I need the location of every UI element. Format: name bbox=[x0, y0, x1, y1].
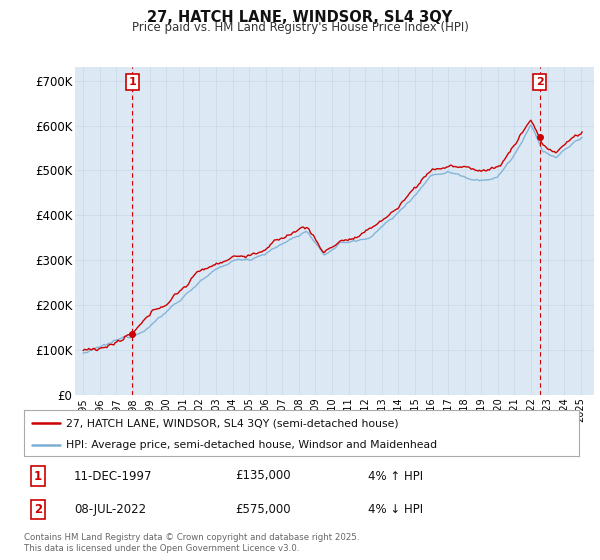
Text: HPI: Average price, semi-detached house, Windsor and Maidenhead: HPI: Average price, semi-detached house,… bbox=[65, 440, 437, 450]
Text: 11-DEC-1997: 11-DEC-1997 bbox=[74, 469, 152, 483]
Text: 4% ↑ HPI: 4% ↑ HPI bbox=[368, 469, 423, 483]
Text: 27, HATCH LANE, WINDSOR, SL4 3QY (semi-detached house): 27, HATCH LANE, WINDSOR, SL4 3QY (semi-d… bbox=[65, 418, 398, 428]
Text: 2: 2 bbox=[536, 77, 544, 87]
Text: £135,000: £135,000 bbox=[235, 469, 290, 483]
Text: 4% ↓ HPI: 4% ↓ HPI bbox=[368, 503, 423, 516]
Text: £575,000: £575,000 bbox=[235, 503, 290, 516]
Text: 1: 1 bbox=[128, 77, 136, 87]
Text: 08-JUL-2022: 08-JUL-2022 bbox=[74, 503, 146, 516]
Text: 27, HATCH LANE, WINDSOR, SL4 3QY: 27, HATCH LANE, WINDSOR, SL4 3QY bbox=[148, 10, 452, 25]
Text: Price paid vs. HM Land Registry's House Price Index (HPI): Price paid vs. HM Land Registry's House … bbox=[131, 21, 469, 34]
Text: 1: 1 bbox=[34, 469, 42, 483]
Text: 2: 2 bbox=[34, 503, 42, 516]
Text: Contains HM Land Registry data © Crown copyright and database right 2025.
This d: Contains HM Land Registry data © Crown c… bbox=[24, 533, 359, 553]
